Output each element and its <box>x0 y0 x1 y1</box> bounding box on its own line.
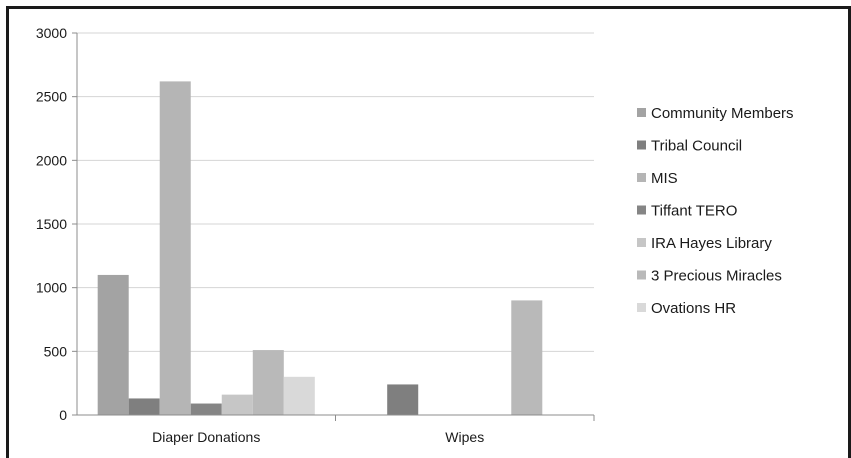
bar-tiffant-tero-0 <box>190 403 222 415</box>
legend-label: MIS <box>651 170 678 187</box>
legend-swatch <box>637 173 646 182</box>
x-tick-label: Wipes <box>445 429 484 445</box>
x-axis-tick-labels: Diaper Donations Wipes <box>152 429 484 445</box>
bar-tribal-council-1 <box>387 384 419 415</box>
bar-community-members-0 <box>97 274 129 415</box>
frame-border-left <box>6 6 9 458</box>
y-tick-label: 1000 <box>36 280 67 296</box>
y-tick-label: 500 <box>44 343 68 359</box>
legend: Community Members Tribal Council MIS Tiffan… <box>637 105 794 317</box>
frame-border-top <box>6 6 851 9</box>
bar-3-precious-miracles-0 <box>252 350 284 415</box>
y-tick-label: 2500 <box>36 89 67 105</box>
frame-border-right <box>848 6 851 458</box>
y-axis-tick-labels: 0 500 1000 1500 2000 2500 3000 <box>36 25 67 423</box>
legend-label: Tiffant TERO <box>651 203 737 220</box>
bar-ira-hayes-library-0 <box>221 394 253 415</box>
legend-swatch <box>637 108 646 117</box>
legend-label: Ovations HR <box>651 300 736 317</box>
legend-label: Tribal Council <box>651 138 742 155</box>
y-tick-label: 3000 <box>36 25 67 41</box>
y-tick-label: 1500 <box>36 216 67 232</box>
axes <box>72 32 595 421</box>
y-tick-label: 2000 <box>36 152 67 168</box>
bar-mis-0 <box>159 81 191 416</box>
legend-swatch <box>637 140 646 150</box>
legend-label: IRA Hayes Library <box>651 235 772 252</box>
bar-tribal-council-0 <box>128 398 160 415</box>
legend-swatch <box>637 205 646 215</box>
bar-ovations-hr-0 <box>283 376 315 415</box>
x-tick-label: Diaper Donations <box>152 429 260 445</box>
legend-label: 3 Precious Miracles <box>651 268 782 285</box>
legend-swatch <box>637 238 646 247</box>
legend-label: Community Members <box>651 105 794 122</box>
y-tick-label: 0 <box>59 407 67 423</box>
bar-3-precious-miracles-1 <box>511 300 543 415</box>
legend-swatch <box>637 270 646 280</box>
bars <box>97 81 543 416</box>
legend-swatch <box>637 303 646 312</box>
